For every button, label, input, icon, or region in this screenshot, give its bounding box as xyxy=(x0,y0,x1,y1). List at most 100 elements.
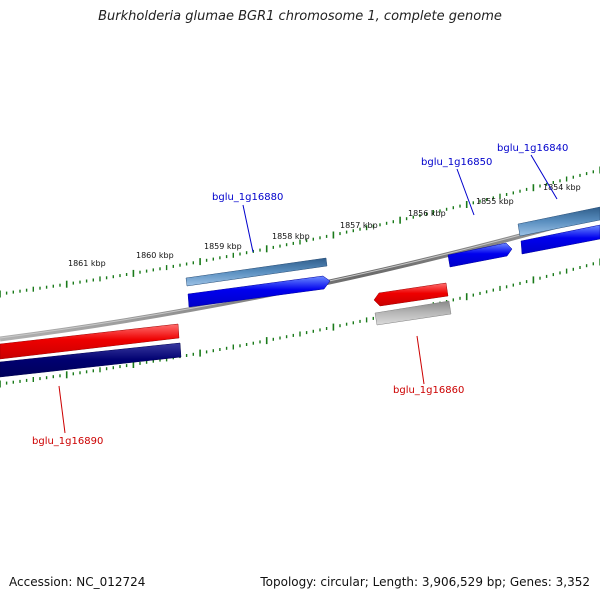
tick-mark xyxy=(465,293,468,301)
tick-mark xyxy=(452,206,454,210)
tick-mark xyxy=(99,367,101,373)
inner-tick-ring xyxy=(0,258,600,388)
tick-mark xyxy=(365,225,368,231)
tick-mark xyxy=(159,267,161,271)
scale-label: 1858 kbp xyxy=(272,232,310,241)
tick-mark xyxy=(519,281,521,285)
tick-mark xyxy=(225,346,228,350)
gene-label-bglu-1g16850[interactable]: bglu_1g16850 xyxy=(421,157,492,168)
tick-mark xyxy=(39,377,41,381)
gene-label-bglu-1g16880[interactable]: bglu_1g16880 xyxy=(212,192,283,203)
tick-mark xyxy=(72,281,74,285)
tick-mark xyxy=(192,261,194,265)
tick-mark xyxy=(432,210,434,215)
tick-mark xyxy=(245,251,248,255)
tick-mark xyxy=(252,341,254,345)
tick-mark xyxy=(332,231,335,239)
tick-mark xyxy=(579,173,581,177)
tick-mark xyxy=(332,323,335,331)
feature-bglu-1g16880-upper[interactable] xyxy=(185,257,328,287)
feature-bglu-1g16850[interactable] xyxy=(447,242,513,268)
tick-mark xyxy=(52,284,54,288)
tick-mark xyxy=(579,266,581,269)
accession-text: Accession: NC_012724 xyxy=(9,575,146,589)
tick-mark xyxy=(305,331,308,335)
tick-mark xyxy=(519,189,521,193)
tick-mark xyxy=(425,212,428,216)
feature-bglu-1g16890-lower[interactable] xyxy=(0,342,182,378)
feature-bglu-1g16880-lower[interactable] xyxy=(187,275,331,308)
tick-mark xyxy=(172,264,174,268)
tick-mark xyxy=(565,268,568,274)
tick-mark xyxy=(259,248,261,252)
tick-mark xyxy=(472,293,474,297)
tick-mark xyxy=(499,193,501,199)
tick-mark xyxy=(212,257,214,261)
tick-mark xyxy=(352,321,354,325)
tick-mark xyxy=(459,204,461,208)
tick-mark xyxy=(59,374,61,378)
tick-mark xyxy=(119,274,121,278)
tick-mark xyxy=(319,236,321,240)
tick-mark xyxy=(372,316,374,320)
tick-mark xyxy=(159,358,161,362)
tick-mark xyxy=(139,270,141,274)
feature-bglu-1g16840-upper[interactable] xyxy=(517,206,600,237)
tick-mark xyxy=(132,361,135,368)
tick-mark xyxy=(45,285,48,289)
tick-mark xyxy=(492,196,494,200)
tick-mark xyxy=(152,359,154,363)
tick-mark xyxy=(359,227,361,231)
feature-bglu-1g16840-lower[interactable] xyxy=(520,224,600,255)
scale-label: 1857 kbp xyxy=(340,221,378,230)
tick-mark xyxy=(545,274,548,278)
tick-mark xyxy=(72,372,74,376)
tick-mark xyxy=(479,291,481,295)
tick-mark xyxy=(325,327,328,330)
tick-mark xyxy=(352,229,354,233)
tick-mark xyxy=(572,267,574,271)
tick-mark xyxy=(452,298,454,302)
tick-mark xyxy=(265,337,268,345)
tick-mark xyxy=(512,283,514,287)
tick-mark xyxy=(339,324,341,328)
tick-mark xyxy=(585,264,588,268)
tick-mark xyxy=(205,258,208,262)
tick-mark xyxy=(559,179,561,183)
gene-label-bglu-1g16840[interactable]: bglu_1g16840 xyxy=(497,143,568,154)
tick-mark xyxy=(505,193,508,196)
tick-mark xyxy=(405,217,408,221)
tick-mark xyxy=(59,283,61,287)
feature-bglu-1g16860-upper[interactable] xyxy=(373,282,449,307)
tick-mark xyxy=(19,289,21,293)
tick-mark xyxy=(245,343,248,346)
tick-mark xyxy=(199,258,201,266)
gene-label-bglu-1g16860[interactable]: bglu_1g16860 xyxy=(393,385,464,396)
tick-mark xyxy=(5,291,8,295)
feature-bglu-1g16860-lower[interactable] xyxy=(374,300,452,326)
tick-mark xyxy=(552,181,554,184)
tick-mark xyxy=(292,333,294,337)
feature-bglu-1g16890-upper[interactable] xyxy=(0,323,180,360)
tick-mark xyxy=(239,252,241,256)
tick-mark xyxy=(505,285,508,289)
tick-mark xyxy=(185,262,188,266)
tick-mark xyxy=(39,286,41,290)
tick-mark xyxy=(79,371,81,375)
tick-mark xyxy=(25,378,28,382)
tick-mark xyxy=(439,209,441,213)
tick-mark xyxy=(225,255,228,259)
tick-mark xyxy=(272,245,274,249)
tick-mark xyxy=(445,207,448,211)
gene-label-bglu-1g16890[interactable]: bglu_1g16890 xyxy=(32,436,103,447)
tick-mark xyxy=(299,331,301,337)
tick-mark xyxy=(345,322,348,326)
scale-label: 1855 kbp xyxy=(476,197,514,206)
tick-mark xyxy=(52,375,54,379)
tick-mark xyxy=(212,349,214,353)
tick-mark xyxy=(539,276,541,280)
scale-label: 1854 kbp xyxy=(543,183,581,192)
scale-label: 1861 kbp xyxy=(68,259,106,268)
tick-mark xyxy=(105,367,108,371)
